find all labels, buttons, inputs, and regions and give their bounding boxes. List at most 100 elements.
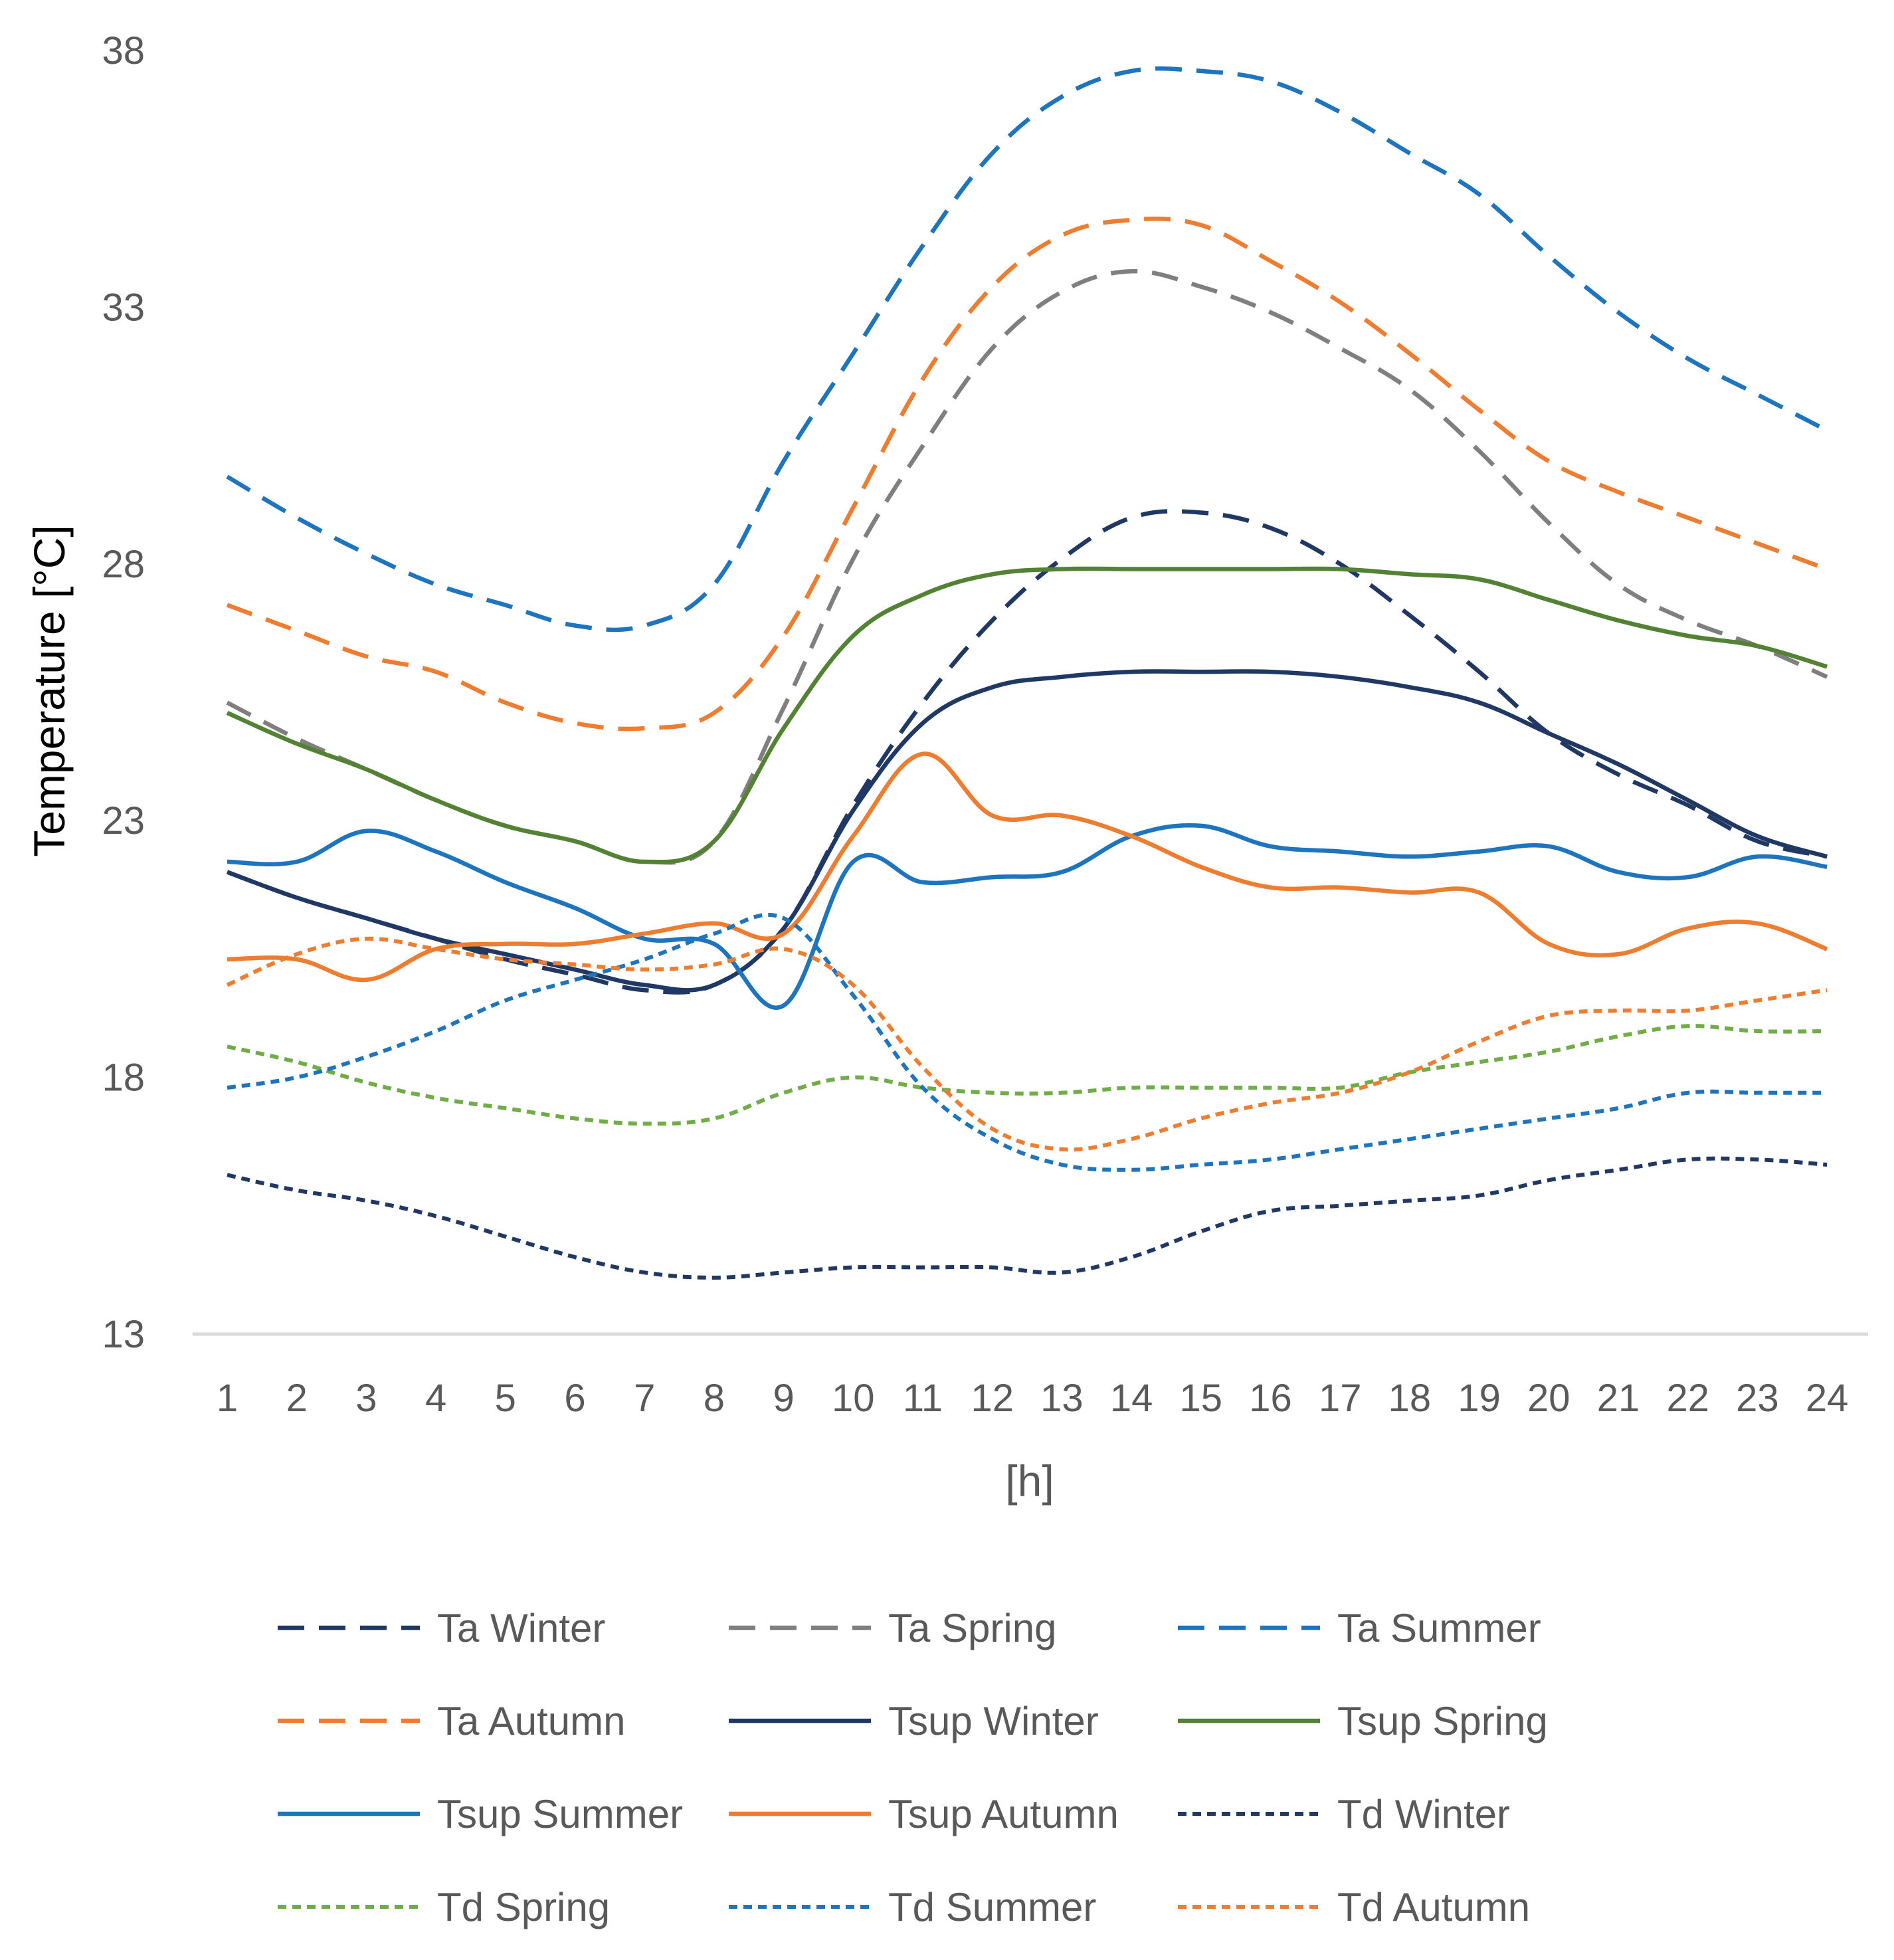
data-point [1269, 844, 1273, 848]
data-point [642, 983, 646, 987]
data-point [1060, 814, 1064, 818]
data-point [1408, 572, 1412, 576]
data-point [295, 896, 299, 900]
data-point [1547, 844, 1551, 848]
data-point [364, 978, 368, 982]
data-point [1408, 685, 1412, 689]
data-point [1547, 1178, 1551, 1182]
data-point [1686, 516, 1690, 520]
data-point [991, 285, 994, 289]
legend-item-ta-spring: Ta Spring [729, 1606, 1056, 1650]
data-point [1686, 798, 1690, 802]
data-point [1408, 351, 1412, 355]
data-point [1269, 670, 1273, 674]
data-point [851, 557, 855, 561]
data-point [295, 741, 299, 745]
data-point [225, 474, 229, 478]
x-tick-label: 24 [1806, 1377, 1849, 1420]
data-point [1269, 526, 1273, 530]
data-point [434, 850, 438, 854]
data-point [1825, 854, 1829, 858]
data-point [1408, 1070, 1412, 1074]
data-point [851, 1266, 855, 1270]
data-point [642, 624, 646, 628]
data-point [1199, 670, 1203, 674]
data-point [364, 1199, 368, 1203]
legend-label: Ta Autumn [437, 1699, 626, 1743]
data-point [921, 752, 925, 756]
legend-label: Td Spring [437, 1885, 610, 1929]
data-point [782, 706, 786, 710]
data-point [295, 952, 299, 956]
series-line-tsup-winter [226, 669, 1828, 993]
data-point [434, 1096, 438, 1100]
data-point [642, 957, 646, 961]
data-point [851, 1076, 855, 1080]
data-point [1199, 285, 1203, 289]
data-point [504, 1106, 508, 1110]
data-point [991, 151, 994, 155]
data-point [712, 711, 716, 715]
data-point [1825, 664, 1829, 668]
data-point [1338, 1204, 1342, 1208]
data-point [1129, 670, 1133, 674]
data-point [1060, 870, 1064, 874]
data-point [991, 1127, 994, 1131]
data-point [1060, 675, 1064, 679]
data-point [573, 973, 577, 977]
x-tick-label: 16 [1249, 1377, 1292, 1420]
data-point [1199, 1116, 1203, 1120]
data-point [712, 931, 716, 935]
data-point [991, 346, 994, 350]
data-point [991, 572, 994, 576]
data-point [573, 906, 577, 910]
x-tick-label: 22 [1666, 1377, 1709, 1420]
series-line-td-winter [227, 1156, 1828, 1280]
data-point [1616, 619, 1620, 623]
data-point [851, 351, 855, 355]
x-axis-title: [h] [1005, 1456, 1054, 1506]
data-point [642, 1270, 646, 1274]
data-point [712, 583, 716, 587]
series-ta-summer [225, 66, 1828, 633]
y-tick-label: 28 [102, 543, 145, 586]
data-point [921, 701, 925, 705]
data-point [225, 860, 229, 864]
data-point [1616, 1106, 1620, 1110]
data-point [1755, 854, 1759, 858]
data-point [712, 1116, 716, 1120]
series-line-tsup-spring [226, 566, 1828, 864]
data-point [921, 244, 925, 248]
data-point [504, 603, 508, 607]
data-point [1338, 567, 1342, 571]
data-point [1269, 1086, 1273, 1090]
data-point [782, 726, 786, 730]
data-point [1199, 865, 1203, 869]
x-tick-label: 12 [971, 1377, 1014, 1420]
data-point [1616, 490, 1620, 494]
data-point [1825, 1091, 1829, 1095]
data-point [1060, 567, 1064, 571]
data-point [991, 685, 994, 689]
data-point [1616, 310, 1620, 314]
legend-item-tsup-autumn: Tsup Autumn [729, 1792, 1119, 1836]
data-point [1060, 557, 1064, 561]
data-point [1755, 922, 1759, 926]
data-point [1755, 839, 1759, 843]
data-point [921, 444, 925, 448]
series-line-ta-autumn [226, 217, 1828, 732]
legend: Ta Winter Ta Spring Ta Summer Ta Autumn Tsup… [278, 1606, 1548, 1929]
data-point [1825, 1029, 1829, 1033]
data-point [1129, 69, 1133, 73]
data-point [504, 1234, 508, 1238]
data-point [1616, 773, 1620, 777]
x-tick-label: 9 [773, 1377, 794, 1420]
legend-label: Tsup Summer [437, 1792, 683, 1836]
data-point [225, 1173, 229, 1177]
data-point [364, 1080, 368, 1084]
x-tick-label: 15 [1180, 1377, 1223, 1420]
data-point [225, 957, 229, 961]
data-point [1129, 834, 1133, 838]
legend-label: Ta Summer [1337, 1606, 1541, 1650]
